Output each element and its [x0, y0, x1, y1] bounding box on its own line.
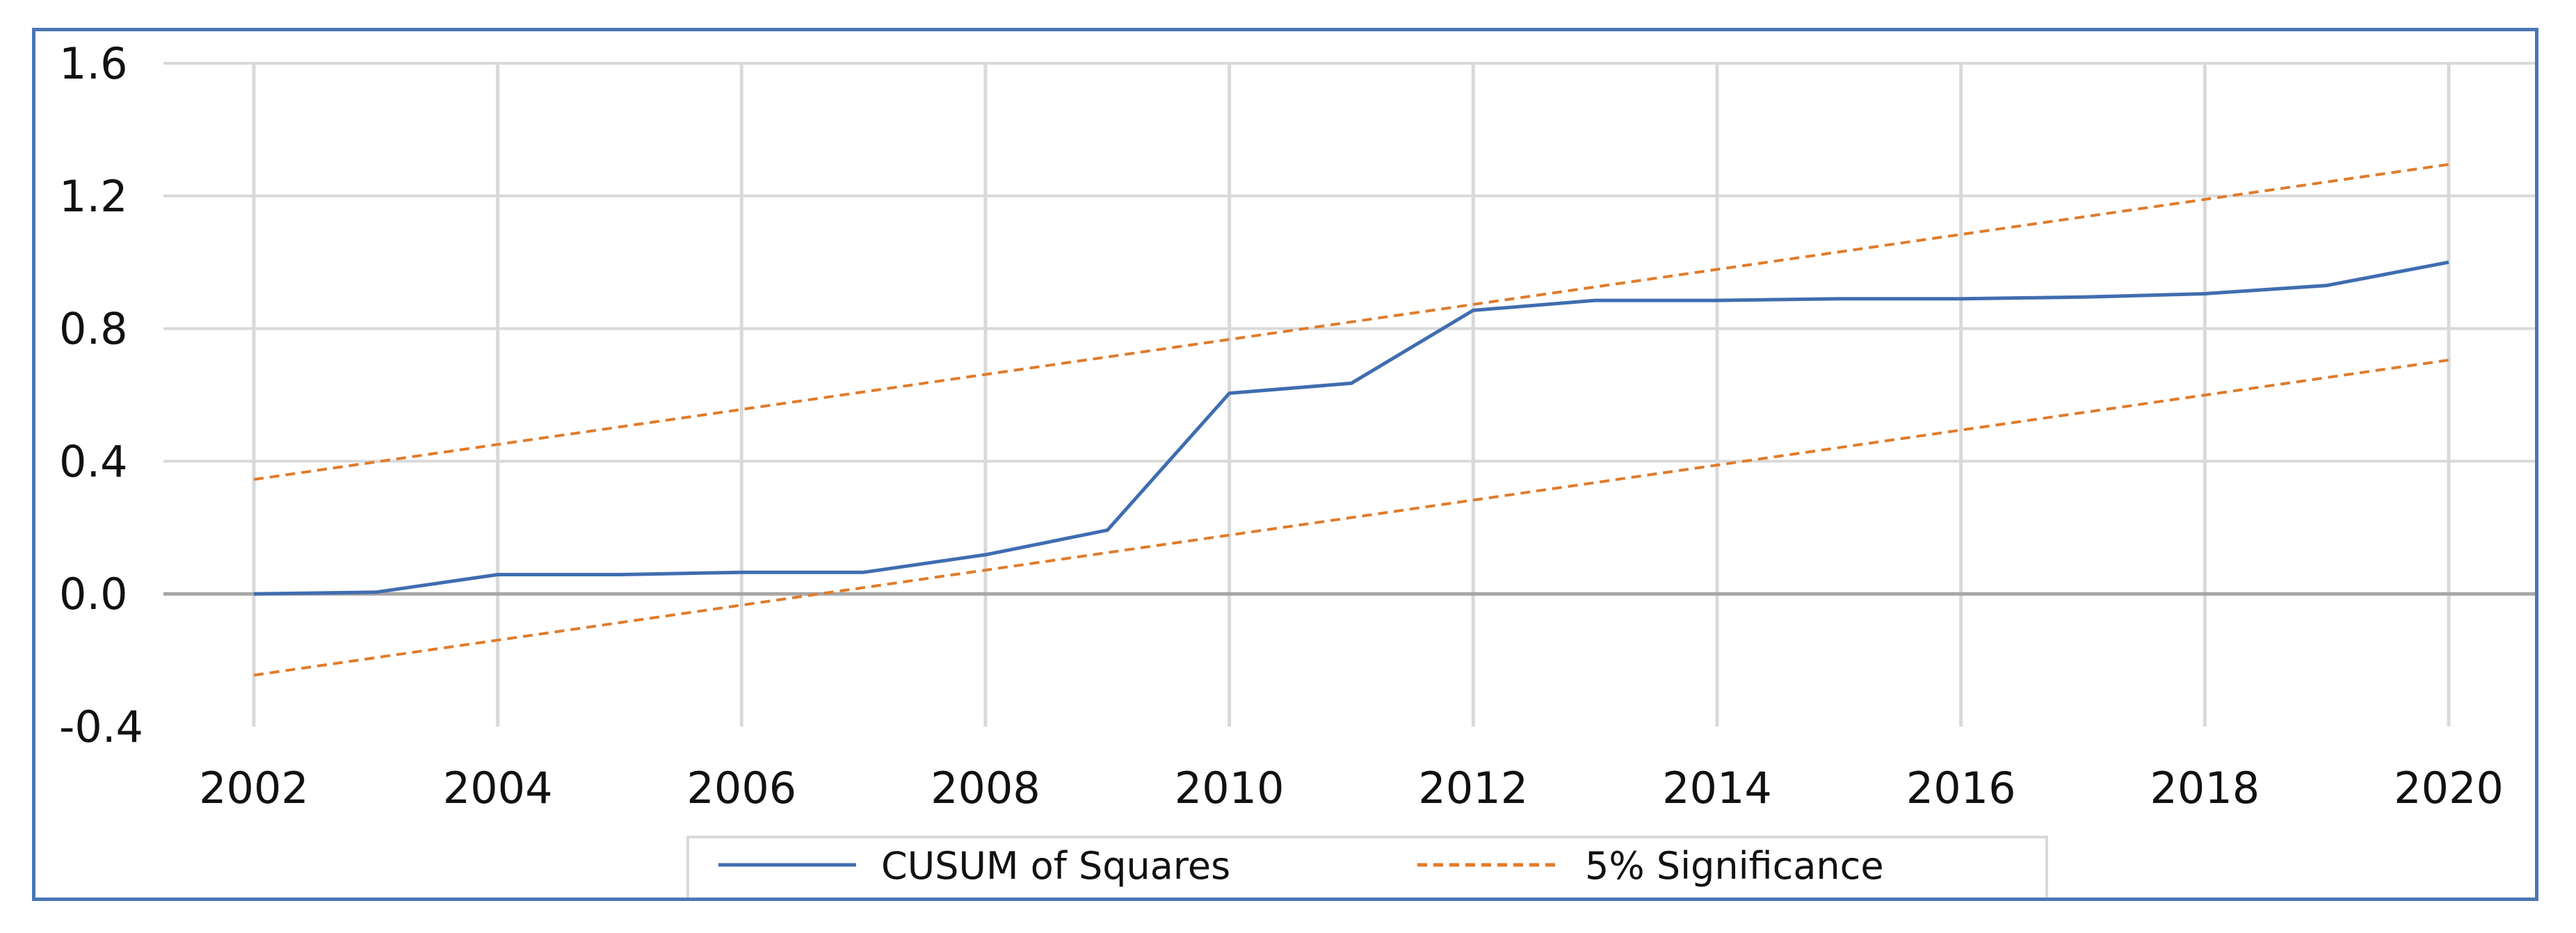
series-layer: [253, 163, 2449, 677]
series-line-2: [253, 358, 2449, 677]
chart-frame: 2002 2004 2006 2008 2010 2012 2014 2016 2018 2020…: [32, 28, 2538, 901]
x-tick-label: 2010: [1175, 763, 1285, 813]
label-layer: 2002 2004 2006 2008 2010 2012 2014 2016 2018 2020…: [59, 38, 2504, 813]
legend: CUSUM of Squares 5% Significance: [686, 836, 2048, 898]
y-tick-label: 1.2: [59, 171, 128, 222]
x-tick-label: 2004: [443, 763, 553, 813]
x-tick-label: 2002: [199, 763, 309, 813]
y-tick-label: 0.8: [59, 304, 128, 355]
y-tick-label: 1.6: [59, 38, 128, 89]
y-tick-label: 0.0: [59, 569, 128, 619]
x-tick-label: 2006: [686, 763, 796, 813]
x-tick-label: 2018: [2150, 763, 2260, 813]
chart-plot: 2002 2004 2006 2008 2010 2012 2014 2016 2018 2020…: [59, 38, 2535, 898]
legend-label-significance: 5% Significance: [1585, 844, 1884, 888]
x-tick-label: 2012: [1418, 763, 1528, 813]
y-tick-label: 0.4: [59, 436, 128, 487]
y-tick-label: -0.4: [59, 701, 143, 752]
x-tick-label: 2008: [931, 763, 1040, 813]
series-line-0: [253, 260, 2449, 596]
x-tick-label: 2020: [2394, 763, 2504, 813]
x-tick-label: 2016: [1906, 763, 2016, 813]
legend-label-cusum: CUSUM of Squares: [881, 844, 1230, 888]
grid-layer: [163, 62, 2535, 727]
x-tick-label: 2014: [1662, 763, 1772, 813]
series-line-1: [253, 163, 2449, 481]
legend-box: [686, 836, 2048, 898]
